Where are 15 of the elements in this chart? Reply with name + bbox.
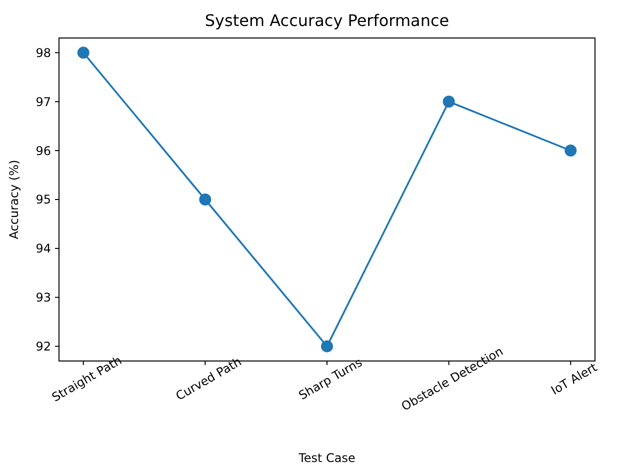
point (564, 144, 577, 157)
point (77, 46, 90, 59)
chart-title: System Accuracy Performance (204, 11, 450, 30)
point (199, 194, 212, 206)
y-axis-title: Accuracy (%) (7, 160, 21, 240)
y-tick-label: 94 (36, 242, 51, 256)
y-tick-label: 96 (36, 144, 51, 158)
y-tick-label: 98 (36, 46, 51, 60)
point (321, 340, 333, 352)
point (442, 96, 455, 108)
y-tick-label: 95 (36, 192, 51, 207)
y-tick-label: 93 (36, 290, 51, 305)
y-tick-label: 92 (36, 340, 51, 354)
y-tick-label: 97 (36, 94, 51, 109)
x-axis-title: Test Case (298, 451, 356, 465)
